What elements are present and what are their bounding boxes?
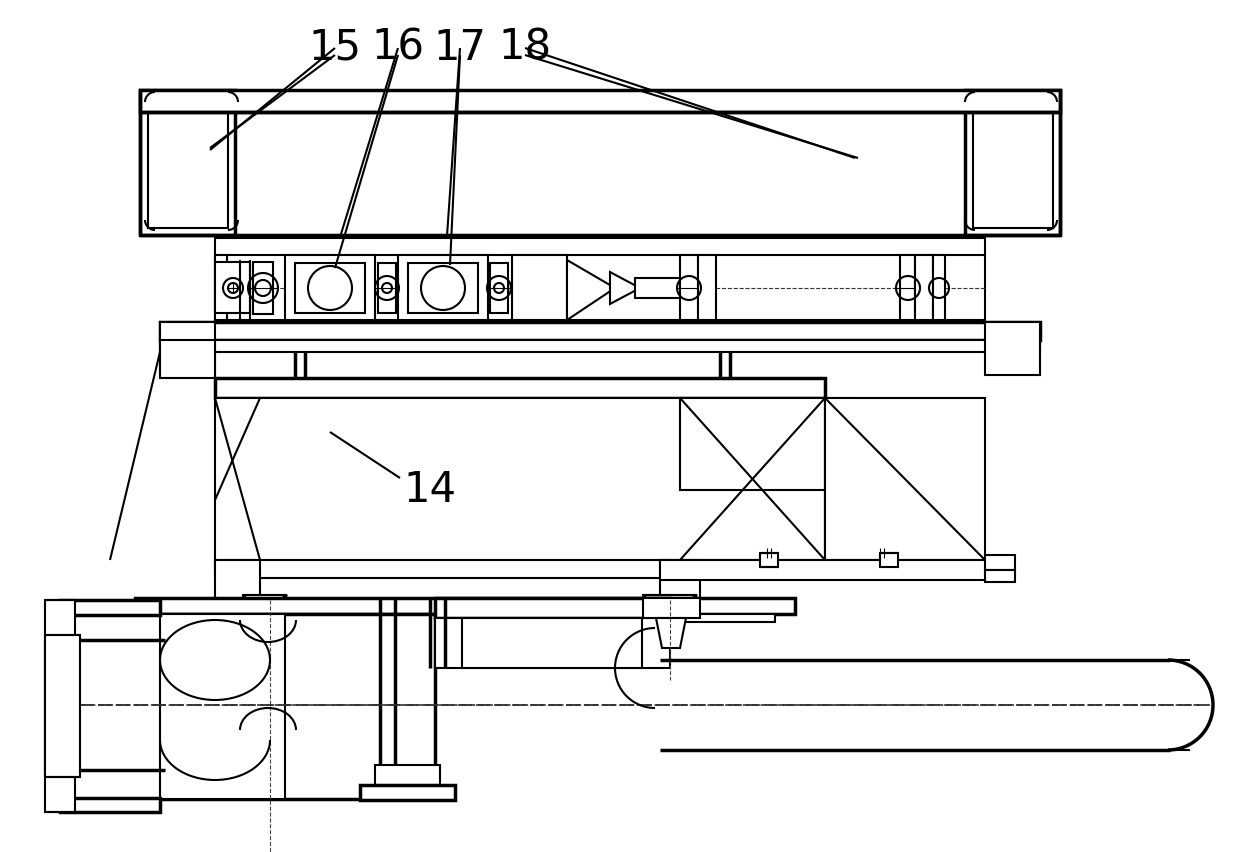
Bar [135, 598, 795, 614]
Bar [295, 263, 365, 313]
Bar [435, 618, 670, 668]
Text: 17: 17 [434, 27, 486, 69]
Bar [160, 340, 1040, 352]
Bar [45, 635, 81, 777]
Bar [760, 553, 777, 567]
Polygon shape [160, 340, 215, 378]
Bar [825, 398, 849, 560]
Bar [155, 614, 285, 799]
Bar [215, 255, 227, 320]
Bar [140, 90, 236, 235]
Text: 16: 16 [372, 27, 424, 69]
Polygon shape [215, 560, 260, 610]
Polygon shape [656, 618, 686, 648]
Bar [985, 570, 1016, 582]
Polygon shape [160, 322, 215, 375]
Bar [155, 614, 775, 622]
Bar [435, 598, 670, 618]
Text: 18: 18 [498, 27, 552, 69]
Polygon shape [567, 260, 615, 320]
Bar [60, 798, 160, 812]
Polygon shape [825, 398, 985, 560]
Bar [215, 398, 825, 563]
Bar [880, 553, 898, 567]
Bar [215, 560, 825, 578]
Bar [155, 614, 435, 799]
Bar [148, 96, 228, 228]
Bar [215, 262, 250, 313]
Bar [635, 278, 684, 298]
Polygon shape [645, 595, 694, 646]
Bar [215, 255, 985, 320]
Polygon shape [644, 595, 697, 648]
Polygon shape [660, 560, 701, 610]
Bar [698, 255, 715, 320]
Bar [932, 255, 945, 320]
Bar [398, 255, 489, 320]
Polygon shape [610, 272, 640, 304]
Bar [973, 96, 1053, 228]
Bar [45, 600, 74, 812]
Bar [160, 322, 1040, 340]
Polygon shape [246, 595, 285, 648]
Bar [215, 238, 985, 256]
Bar [915, 255, 932, 320]
Bar [463, 618, 642, 668]
Bar [215, 378, 825, 398]
Bar [60, 600, 160, 615]
Bar [360, 785, 455, 800]
Bar [985, 555, 1016, 570]
Polygon shape [680, 398, 825, 490]
Polygon shape [243, 595, 286, 650]
Bar [140, 90, 1060, 112]
Polygon shape [985, 322, 1040, 375]
Bar [965, 90, 1060, 235]
Bar [660, 560, 1011, 580]
Bar [374, 765, 440, 785]
Polygon shape [644, 598, 701, 618]
Bar [285, 255, 374, 320]
Bar [253, 262, 273, 314]
Bar [512, 255, 567, 320]
Bar [900, 255, 915, 320]
Bar [378, 263, 396, 313]
Text: 15: 15 [309, 27, 362, 69]
Bar [680, 255, 698, 320]
Bar [408, 263, 477, 313]
Text: 14: 14 [403, 469, 456, 511]
Bar [490, 263, 508, 313]
Bar [60, 615, 160, 800]
